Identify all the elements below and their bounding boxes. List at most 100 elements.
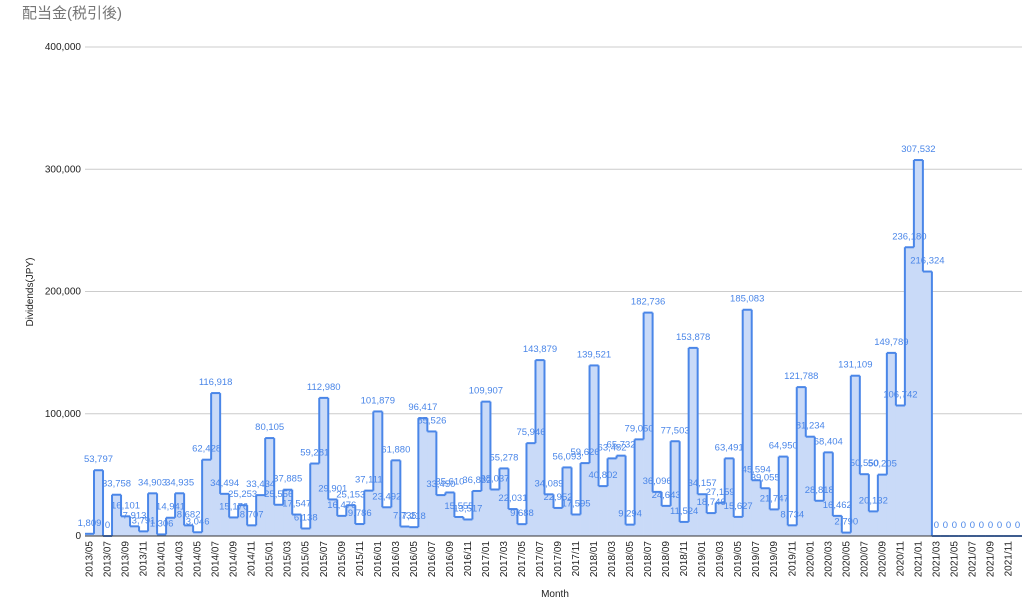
value-label: 1,809 xyxy=(78,518,102,529)
x-tick-label: 2016/03 xyxy=(391,541,402,578)
y-tick-label: 100,000 xyxy=(45,409,82,420)
area-step xyxy=(247,525,257,536)
x-tick-label: 2020/03 xyxy=(823,541,834,578)
area-step xyxy=(337,515,347,536)
value-label: 16,476 xyxy=(327,500,356,511)
area-step xyxy=(229,517,239,536)
value-label: 143,879 xyxy=(523,344,557,355)
value-label: 25,153 xyxy=(336,489,365,500)
x-tick-label: 2018/07 xyxy=(643,541,654,578)
area-step xyxy=(778,456,789,536)
area-step xyxy=(652,491,662,536)
x-tick-label: 2020/01 xyxy=(805,541,816,578)
x-tick-label: 2014/05 xyxy=(193,541,204,578)
area-step xyxy=(391,460,401,536)
x-tick-label: 2016/05 xyxy=(409,541,420,578)
value-label: 77,503 xyxy=(661,425,690,436)
value-label: 13,517 xyxy=(453,503,482,514)
area-step xyxy=(211,393,221,536)
x-tick-label: 2018/09 xyxy=(661,541,672,578)
value-label: 27,159 xyxy=(706,487,735,498)
x-tick-label: 2021/07 xyxy=(967,541,978,578)
value-label: 38,037 xyxy=(480,473,509,484)
value-label: 0 xyxy=(934,520,939,531)
area-step xyxy=(616,455,626,536)
area-step xyxy=(679,521,689,536)
value-label: 34,494 xyxy=(210,478,239,489)
area-step xyxy=(499,468,509,536)
x-tick-label: 2015/07 xyxy=(319,541,330,578)
value-label: 16,101 xyxy=(111,500,140,511)
y-tick-label: 200,000 xyxy=(45,287,82,298)
x-tick-label: 2017/07 xyxy=(535,541,546,578)
x-tick-label: 2015/11 xyxy=(355,541,366,577)
value-label: 37,111 xyxy=(355,475,383,486)
value-label: 63,482 xyxy=(598,442,627,453)
value-label: 81,234 xyxy=(796,421,825,432)
x-tick-label: 2018/03 xyxy=(607,541,618,578)
area-step xyxy=(598,486,608,536)
x-axis-title: Month xyxy=(541,589,569,600)
area-step xyxy=(265,438,275,536)
value-label: 33,434 xyxy=(246,479,275,490)
x-tick-label: 2017/03 xyxy=(499,541,510,578)
x-tick-label: 2017/05 xyxy=(517,541,528,578)
x-tick-label: 2016/11 xyxy=(463,541,474,577)
x-tick-label: 2021/01 xyxy=(913,541,924,578)
area-step xyxy=(436,495,446,536)
x-tick-label: 2016/07 xyxy=(427,541,438,578)
area-step xyxy=(409,527,419,536)
value-label: 63,491 xyxy=(715,442,744,453)
area-step xyxy=(445,492,455,536)
value-label: 0 xyxy=(979,520,984,531)
area-step xyxy=(373,411,383,536)
value-label: 0 xyxy=(943,520,948,531)
value-label: 75,946 xyxy=(516,427,545,438)
value-label: 62,428 xyxy=(192,444,221,455)
area-step xyxy=(283,489,293,536)
x-tick-label: 2019/11 xyxy=(787,541,798,577)
x-tick-label: 2014/07 xyxy=(211,541,222,578)
value-label: 61,880 xyxy=(381,444,410,455)
x-tick-label: 2013/07 xyxy=(103,541,114,578)
value-label: 34,157 xyxy=(688,478,717,489)
x-tick-label: 2018/01 xyxy=(589,541,600,578)
value-label: 9,294 xyxy=(618,509,642,520)
x-tick-label: 2017/01 xyxy=(481,541,492,578)
area-step xyxy=(256,495,266,536)
area-step xyxy=(796,387,807,536)
x-tick-label: 2019/07 xyxy=(751,541,762,578)
value-label: 15,176 xyxy=(219,501,248,512)
value-label: 7,218 xyxy=(402,511,426,522)
value-label: 6,138 xyxy=(294,512,318,523)
value-label: 15,555 xyxy=(444,501,473,512)
x-tick-label: 2020/05 xyxy=(841,541,852,578)
area-step xyxy=(139,531,149,536)
x-tick-label: 2015/01 xyxy=(265,541,276,578)
value-label: 121,788 xyxy=(784,371,818,382)
value-label: 65,732 xyxy=(607,440,636,451)
x-tick-label: 2021/05 xyxy=(949,541,960,578)
x-tick-label: 2014/09 xyxy=(229,541,240,578)
value-label: 11,524 xyxy=(670,506,698,517)
x-tick-label: 2015/03 xyxy=(283,541,294,578)
area-step xyxy=(346,505,356,536)
area-step xyxy=(634,439,644,536)
area-step xyxy=(589,365,599,536)
value-label: 139,521 xyxy=(577,349,611,360)
x-tick-label: 2021/03 xyxy=(931,541,942,578)
area-step xyxy=(913,160,924,537)
area-step xyxy=(787,525,798,536)
value-label: 35,610 xyxy=(435,476,464,487)
area-step xyxy=(715,502,725,536)
area-step xyxy=(535,360,545,536)
value-label: 39,055 xyxy=(751,472,780,483)
area-step xyxy=(841,532,852,536)
area-step xyxy=(697,494,707,536)
area-step xyxy=(526,443,536,536)
value-label: 59,626 xyxy=(571,447,600,458)
value-label: 17,595 xyxy=(561,498,590,509)
area-step xyxy=(643,312,653,536)
chart-title: 配当金(税引後) xyxy=(22,5,122,22)
area-step xyxy=(508,509,518,536)
